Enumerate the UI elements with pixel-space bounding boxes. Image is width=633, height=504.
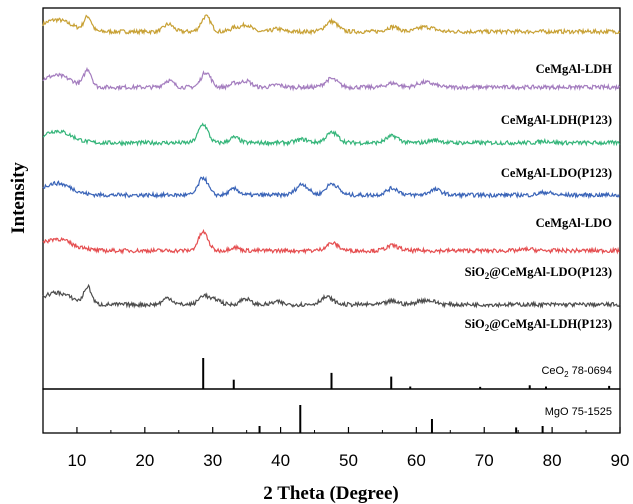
series-label-cemgal-ldo: CeMgAl-LDO: [536, 216, 613, 230]
label-part: SiO: [465, 317, 485, 331]
label-part: CeO: [541, 365, 564, 377]
label-part: @CeMgAl-LDH(P123): [489, 317, 612, 331]
ceo2-reference-lines: [202, 358, 611, 389]
series-line-1: [42, 66, 621, 92]
series-line-2: [42, 122, 621, 147]
series-label-cemgal-ldh-p123: CeMgAl-LDH(P123): [501, 113, 612, 127]
x-tick-label-1: 20: [135, 451, 154, 470]
y-axis-title: Intensity: [8, 162, 29, 234]
label-subscript: 2: [564, 370, 569, 379]
series-line-0: [42, 14, 621, 36]
reference-label-mgo: MgO 75-1525: [545, 406, 612, 418]
series-label-sio2-cemgal-ldh-p123: SiO2@CeMgAl-LDH(P123): [465, 317, 612, 333]
x-tick-label-4: 50: [339, 451, 358, 470]
series-line-4: [42, 228, 621, 255]
x-tick-label-8: 90: [611, 451, 630, 470]
reference-label-ceo2: CeO2 78-0694: [541, 365, 612, 379]
label-part: 78-0694: [569, 365, 612, 377]
series-line-5: [42, 283, 621, 309]
series-line-3: [42, 175, 621, 200]
series-layer: [42, 14, 621, 309]
x-tick-label-3: 40: [271, 451, 290, 470]
label-subscript: 2: [485, 323, 490, 333]
x-tick-label-0: 10: [67, 451, 86, 470]
x-axis-ticks: 10 20 30 40 50 60 70 80 90: [42, 427, 630, 470]
x-tick-label-2: 30: [203, 451, 222, 470]
label-part: @CeMgAl-LDO(P123): [489, 265, 612, 279]
series-label-sio2-cemgal-ldo-p123: SiO2@CeMgAl-LDO(P123): [465, 265, 612, 281]
series-label-cemgal-ldo-p123: CeMgAl-LDO(P123): [501, 166, 612, 180]
mgo-panel: [42, 388, 621, 434]
label-part: SiO: [465, 265, 485, 279]
x-tick-label-5: 60: [407, 451, 426, 470]
series-label-cemgal-ldh: CeMgAl-LDH: [536, 62, 613, 76]
label-subscript: 2: [485, 271, 490, 281]
main-panel: [42, 7, 621, 390]
x-tick-label-7: 80: [543, 451, 562, 470]
mgo-reference-lines: [258, 405, 544, 433]
x-axis-title: 2 Theta (Degree): [263, 483, 398, 504]
x-tick-label-6: 70: [475, 451, 494, 470]
